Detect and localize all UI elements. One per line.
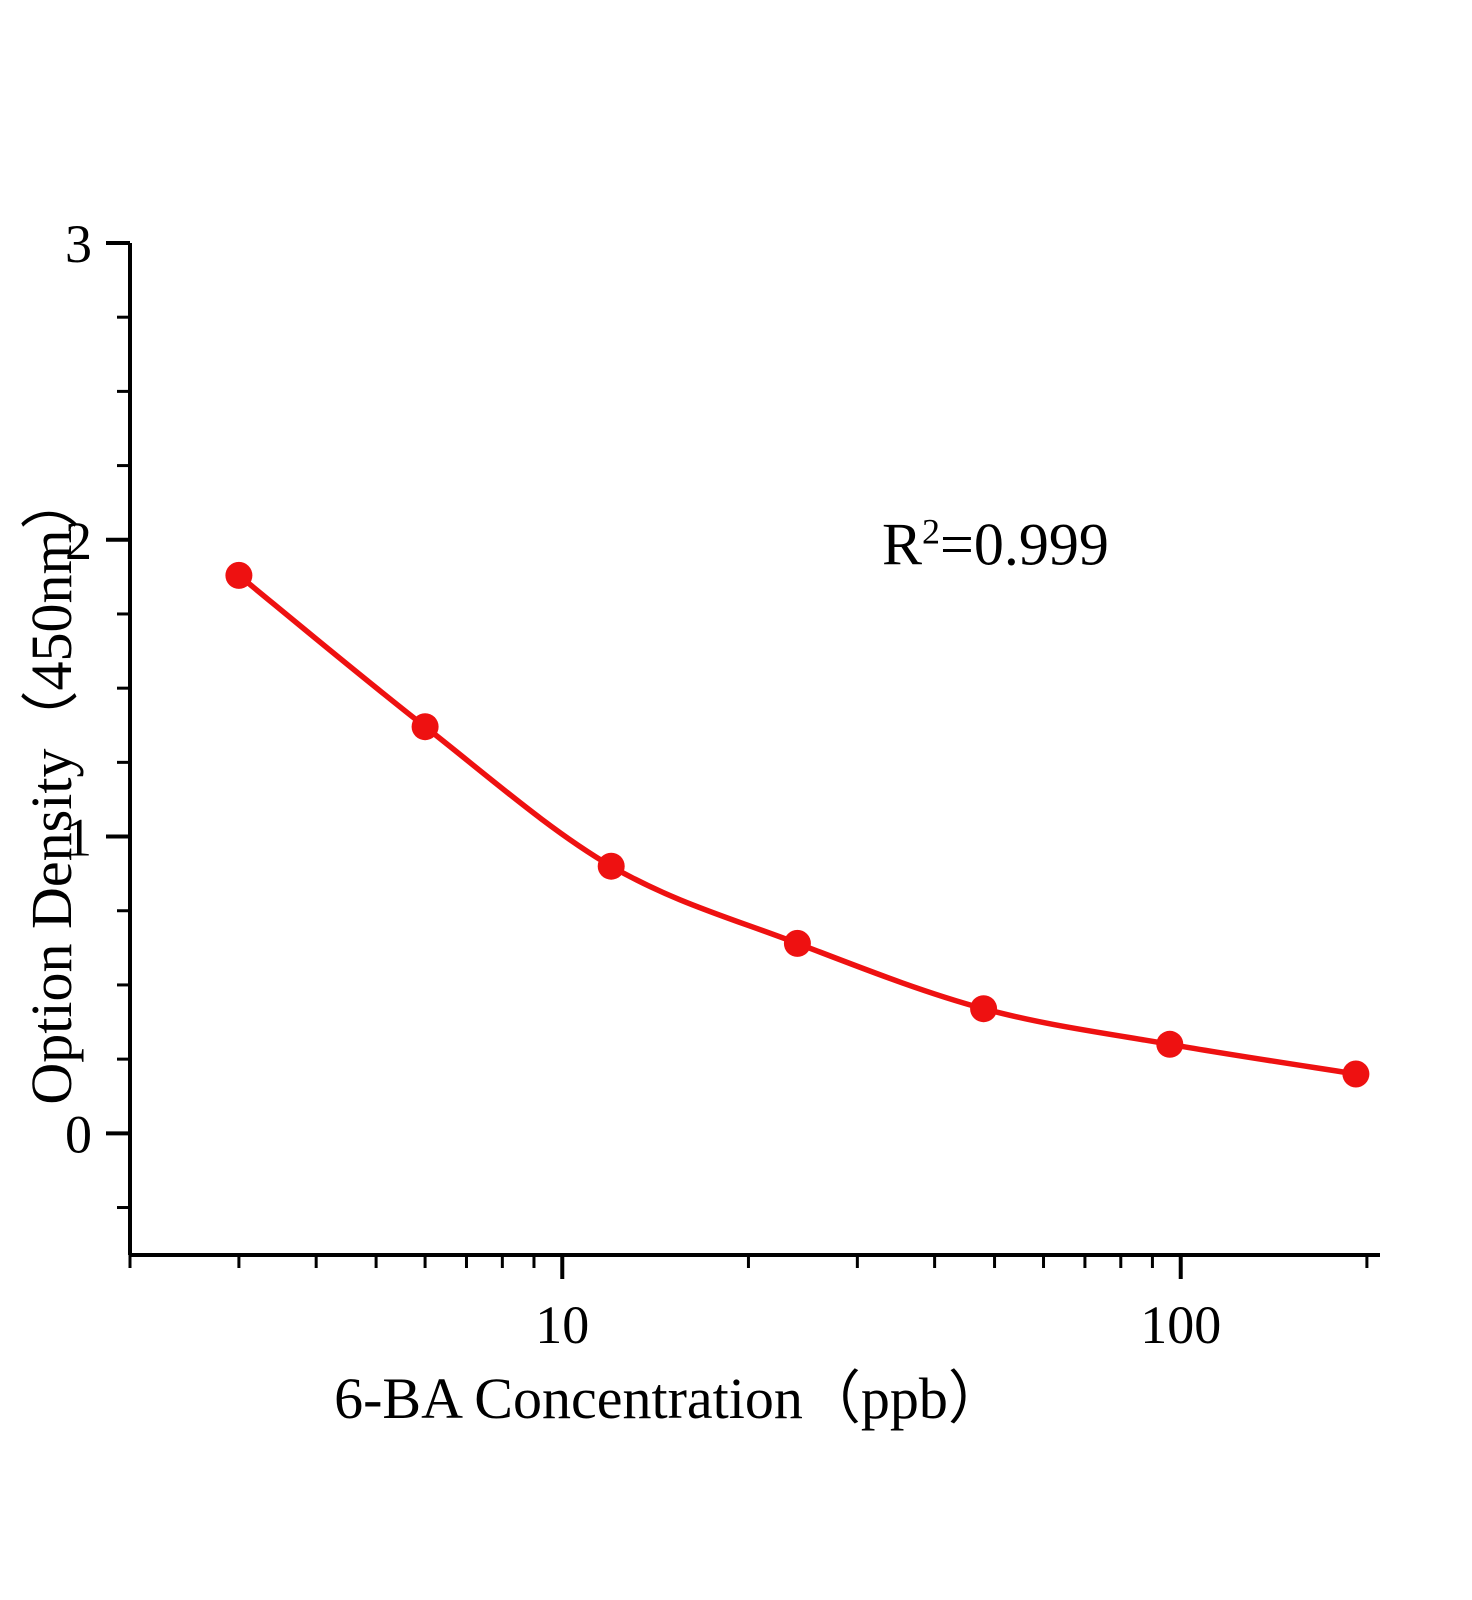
- r-squared-base: R: [882, 511, 923, 578]
- data-point: [597, 852, 625, 880]
- x-axis-title: 6-BA Concentration（ppb）: [334, 1366, 1006, 1431]
- r-squared-exponent: 2: [922, 511, 941, 552]
- x-tick-label: 100: [1140, 1295, 1221, 1355]
- y-axis-title: Option Density（450nm）: [19, 471, 84, 1105]
- fit-curve: [236, 572, 1359, 1077]
- data-point: [970, 995, 998, 1023]
- y-tick-label: 1: [65, 808, 92, 868]
- r-squared-value: =0.999: [940, 511, 1109, 578]
- y-tick-label: 2: [65, 511, 92, 571]
- data-point: [1342, 1060, 1370, 1088]
- x-tick-label: 10: [535, 1295, 589, 1355]
- data-point: [783, 929, 811, 957]
- y-tick-label: 0: [65, 1104, 92, 1164]
- y-tick-label: 3: [65, 214, 92, 274]
- data-point: [1156, 1030, 1184, 1058]
- r-squared-annotation: R2=0.999: [882, 511, 1109, 580]
- data-point: [411, 713, 439, 741]
- data-point: [225, 561, 253, 589]
